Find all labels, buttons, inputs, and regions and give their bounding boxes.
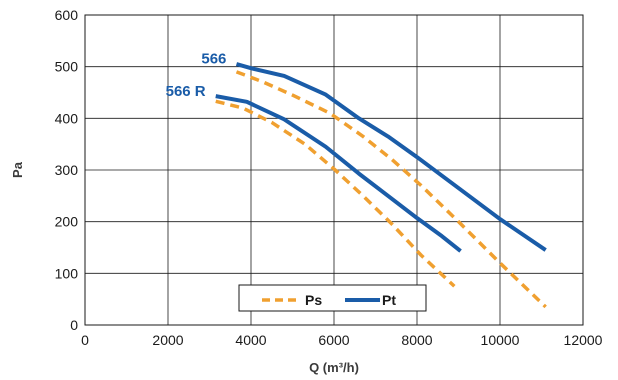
y-tick-label: 400 xyxy=(55,110,79,126)
y-tick-label: 200 xyxy=(55,214,79,230)
x-tick-label: 2000 xyxy=(152,332,183,348)
x-tick-label: 6000 xyxy=(318,332,349,348)
legend-ps-label: Ps xyxy=(305,292,322,308)
x-tick-label: 10000 xyxy=(481,332,520,348)
y-tick-label: 600 xyxy=(55,7,79,23)
legend: Ps Pt xyxy=(238,284,427,312)
y-axis-label: Pa xyxy=(10,161,25,178)
legend-box xyxy=(238,284,427,312)
series-line-ps-566r xyxy=(215,99,456,288)
series-line-ps-566 xyxy=(235,70,547,309)
y-tick-label: 100 xyxy=(55,265,79,281)
y-tick-label: 500 xyxy=(55,59,79,75)
series-line-pt-566r xyxy=(215,94,462,253)
legend-pt-label: Pt xyxy=(382,292,396,308)
x-tick-label: 12000 xyxy=(564,332,603,348)
y-tick-labels: 0 100 200 300 400 500 600 xyxy=(55,7,79,333)
plot-frame xyxy=(84,14,584,326)
x-tick-label: 4000 xyxy=(235,332,266,348)
curve-label: 566 R xyxy=(166,83,206,100)
x-tick-label: 8000 xyxy=(401,332,432,348)
x-axis-label: Q (m³/h) xyxy=(309,360,359,375)
x-tick-labels: 0 2000 4000 6000 8000 10000 12000 xyxy=(81,332,603,348)
y-tick-label: 300 xyxy=(55,162,79,178)
x-tick-label: 0 xyxy=(81,332,89,348)
curve-labels: 566 566 R xyxy=(166,51,227,101)
curve-label: 566 xyxy=(201,51,226,68)
series-line-pt-566 xyxy=(235,62,547,252)
y-tick-label: 0 xyxy=(70,317,78,333)
series-layer xyxy=(215,62,547,309)
